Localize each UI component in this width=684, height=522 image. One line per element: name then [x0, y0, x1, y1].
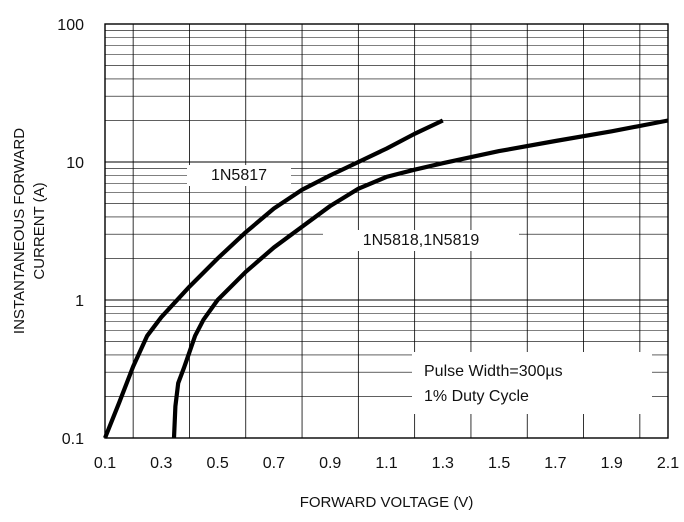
series-layer	[103, 118, 669, 439]
series-label-1n5817-background	[187, 165, 291, 186]
y-tick-label: 0.1	[62, 431, 84, 448]
annotation-background	[412, 352, 652, 414]
y-axis-label-line-2: CURRENT (A)	[31, 182, 48, 279]
series-label-1n5818-1n5819: 1N5818,1N5819	[363, 232, 480, 249]
x-tick-label: 1.5	[488, 455, 510, 472]
series-label-1n5818-1n5819-group: 1N5818,1N5819	[323, 230, 519, 251]
series-label-1n5818-1n5819-background	[323, 230, 519, 251]
series-line-1	[171, 118, 669, 439]
tick-labels: 0.1 0.3 0.5 0.7 0.9 1.1 1.3 1.5 1.7 1.9 2.1 0.1 1 10 1…	[57, 17, 679, 472]
x-tick-label: 0.3	[150, 455, 172, 472]
y-tick-label: 10	[66, 155, 84, 172]
series-line-0	[103, 118, 444, 439]
x-tick-label: 1.1	[375, 455, 397, 472]
y-tick-label: 1	[75, 293, 84, 310]
x-tick-label: 1.3	[432, 455, 454, 472]
series-label-1n5817: 1N5817	[211, 167, 267, 184]
series-labels: 1N5817 1N5818,1N5819 Pulse Width=300µs 1% D…	[187, 165, 652, 414]
x-tick-label: 1.9	[601, 455, 623, 472]
x-tick-label: 0.5	[206, 455, 228, 472]
plot-frame	[104, 23, 669, 439]
annotation-box: Pulse Width=300µs 1% Duty Cycle	[412, 352, 652, 414]
grid	[105, 24, 668, 438]
x-tick-label: 1.7	[544, 455, 566, 472]
annotation-pulse-width: Pulse Width=300µs	[424, 363, 563, 380]
x-axis-label: FORWARD VOLTAGE (V)	[300, 494, 474, 511]
series-label-1n5817-group: 1N5817	[187, 165, 291, 186]
x-tick-label: 2.1	[657, 455, 679, 472]
y-axis-label-line-1: INSTANTANEOUS FORWARD	[11, 128, 28, 334]
annotation-duty-cycle: 1% Duty Cycle	[424, 388, 529, 405]
y-tick-label: 100	[57, 17, 84, 34]
x-tick-label: 0.1	[94, 455, 116, 472]
x-tick-label: 0.9	[319, 455, 341, 472]
x-tick-label: 0.7	[263, 455, 285, 472]
